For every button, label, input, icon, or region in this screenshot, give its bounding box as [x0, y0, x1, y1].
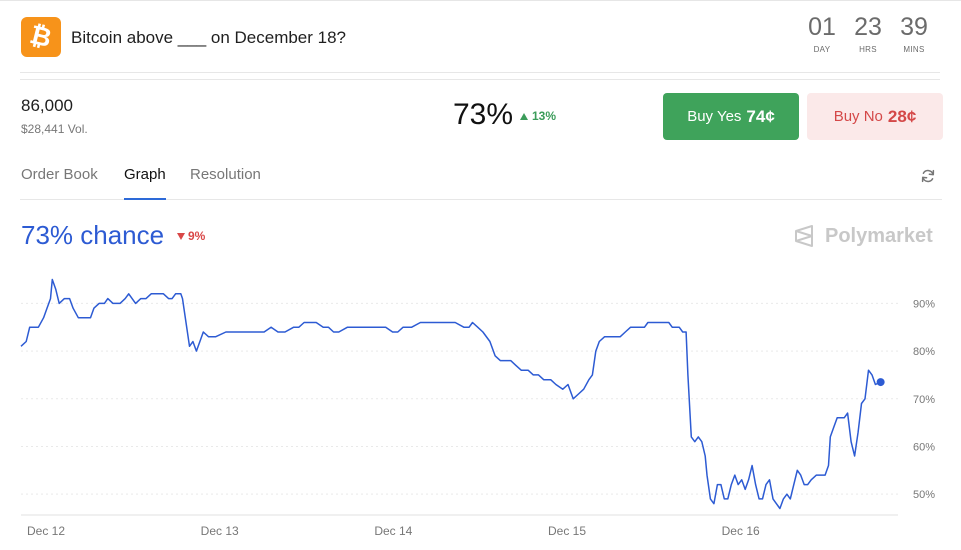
countdown-days-label: DAY [813, 44, 831, 54]
x-tick-label: Dec 15 [548, 524, 586, 538]
x-tick-label: Dec 16 [722, 524, 760, 538]
graph-chance: 73% chance [21, 220, 165, 250]
y-tick-label: 50% [913, 489, 935, 501]
market-logo: ₿ [21, 17, 61, 57]
chart-x-ticks: Dec 12 Dec 13 Dec 14 Dec 15 Dec 16 [27, 524, 760, 538]
buy-no-label: Buy No [833, 108, 883, 125]
x-tick-label: Dec 12 [27, 524, 65, 538]
y-tick-label: 90% [913, 298, 935, 310]
y-tick-label: 80% [913, 346, 935, 358]
outcome-divider [20, 79, 940, 80]
tab-graph[interactable]: Graph [124, 166, 166, 183]
tab-resolution[interactable]: Resolution [190, 166, 261, 183]
chart-series [20, 278, 885, 510]
graph-chance-change: 9% [177, 229, 205, 243]
countdown-minutes-value: 39 [900, 13, 928, 41]
outcome-volume: $28,441 Vol. [21, 122, 88, 136]
polymarket-brand: Polymarket [793, 224, 933, 248]
x-tick-label: Dec 14 [374, 524, 412, 538]
y-tick-label: 60% [913, 441, 935, 453]
outcome-probability: 73% [453, 98, 514, 131]
probability-chart: 90% 80% 70% 60% 50% Dec 12 Dec 13 Dec 14 Dec 15… [20, 278, 935, 538]
buy-yes-label: Buy Yes [687, 108, 742, 125]
graph-chance-change-value: 9% [188, 229, 206, 243]
arrow-up-icon [520, 113, 528, 120]
countdown-hours: 23 HRS [845, 13, 891, 54]
buy-yes-price: 74¢ [746, 106, 775, 126]
probability-change: 13% [520, 109, 556, 123]
outcome-strike: 86,000 [21, 96, 73, 115]
active-tab-indicator [124, 198, 166, 200]
market-header: ₿ Bitcoin above ___ on December 18? 01 D… [0, 0, 961, 78]
top-border [0, 0, 961, 1]
y-tick-label: 70% [913, 394, 935, 406]
polymarket-logo-icon [795, 225, 813, 247]
header-divider [20, 72, 940, 73]
buy-yes-button[interactable]: Buy Yes 74¢ [663, 93, 799, 140]
arrow-down-icon [177, 233, 185, 240]
market-title: Bitcoin above ___ on December 18? [71, 28, 347, 47]
refresh-icon[interactable] [920, 168, 936, 184]
countdown-days: 01 DAY [799, 13, 845, 54]
countdown-hours-value: 23 [854, 13, 882, 41]
countdown-days-value: 01 [808, 13, 836, 41]
buy-no-button[interactable]: Buy No 28¢ [807, 93, 943, 140]
tab-bar-divider [20, 199, 942, 200]
tab-order-book[interactable]: Order Book [21, 166, 98, 183]
bitcoin-icon: ₿ [27, 19, 55, 55]
current-value-point[interactable] [876, 378, 885, 387]
probability-change-value: 13% [532, 109, 557, 123]
countdown-minutes: 39 MINS [891, 13, 937, 54]
countdown-minutes-label: MINS [903, 44, 925, 54]
chart-y-ticks: 90% 80% 70% 60% 50% [913, 298, 935, 501]
countdown-hours-label: HRS [859, 44, 877, 54]
countdown-timer: 01 DAY 23 HRS 39 MINS [799, 13, 937, 54]
x-tick-label: Dec 13 [201, 524, 239, 538]
series-line [20, 278, 881, 510]
chart-grid [21, 302, 900, 495]
buy-no-price: 28¢ [887, 106, 917, 126]
polymarket-brand-text: Polymarket [825, 224, 933, 247]
